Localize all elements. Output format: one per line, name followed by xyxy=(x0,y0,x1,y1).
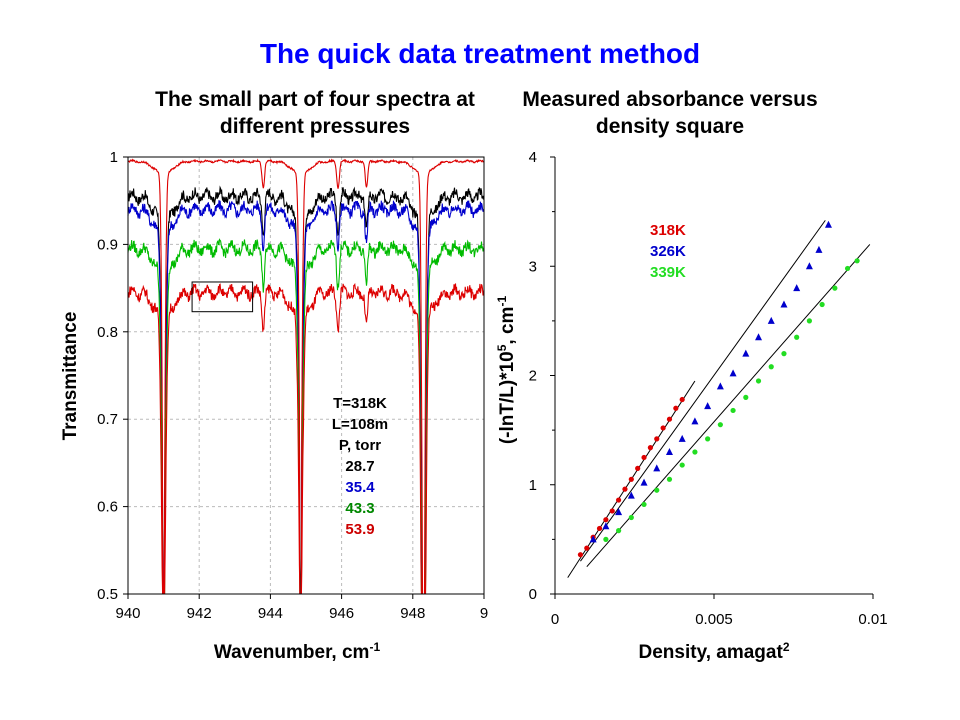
spectrum-line-35-4 xyxy=(127,200,485,595)
annotation-line-0: T=318K xyxy=(333,395,387,412)
left-x-axis-label-sup: -1 xyxy=(369,640,380,654)
annotation-line-2: P, torr xyxy=(339,437,381,454)
pressure-label-0: 28.7 xyxy=(345,458,374,475)
left-x-tick-label: 940 xyxy=(115,605,140,622)
left-chart-title: The small part of four spectra at differ… xyxy=(120,86,510,140)
left-y-tick-label: 0.5 xyxy=(97,586,118,603)
annotation-line-1: L=108m xyxy=(332,416,388,433)
left-y-tick-label: 1 xyxy=(110,149,118,166)
pressure-label-1: 35.4 xyxy=(345,479,375,496)
left-x-tick-label: 948 xyxy=(400,605,425,622)
left-x-tick-label: 942 xyxy=(187,605,212,622)
left-y-tick-label: 0.8 xyxy=(97,324,118,341)
left-x-tick-label: 9 xyxy=(480,605,488,622)
left-x-tick-label: 944 xyxy=(258,605,283,622)
right-chart-title: Measured absorbance versus density squar… xyxy=(510,86,830,140)
left-x-axis-label: Wavenumber, cm-1 xyxy=(214,640,381,663)
left-y-tick-label: 0.6 xyxy=(97,499,118,516)
left-y-tick-label: 0.9 xyxy=(97,236,118,253)
left-y-tick-label: 0.7 xyxy=(97,411,118,428)
pressure-label-3: 53.9 xyxy=(345,521,374,538)
right-chart-title-line1: Measured absorbance versus xyxy=(522,88,818,111)
spectrum-line-ref xyxy=(127,158,485,595)
left-plot-frame xyxy=(127,156,485,595)
left-y-axis-label: Transmittance xyxy=(60,312,81,441)
slide-title: The quick data treatment method xyxy=(259,38,701,69)
left-chart-title-line2: different pressures xyxy=(219,115,411,138)
left-chart-title-line1: The small part of four spectra at xyxy=(155,88,475,111)
right-chart-title-line2: density square xyxy=(595,115,745,138)
pressure-label-2: 43.3 xyxy=(345,500,374,517)
left-x-tick-label: 946 xyxy=(329,605,354,622)
spectrum-line-53-9 xyxy=(127,282,485,595)
highlight-box xyxy=(191,281,254,313)
